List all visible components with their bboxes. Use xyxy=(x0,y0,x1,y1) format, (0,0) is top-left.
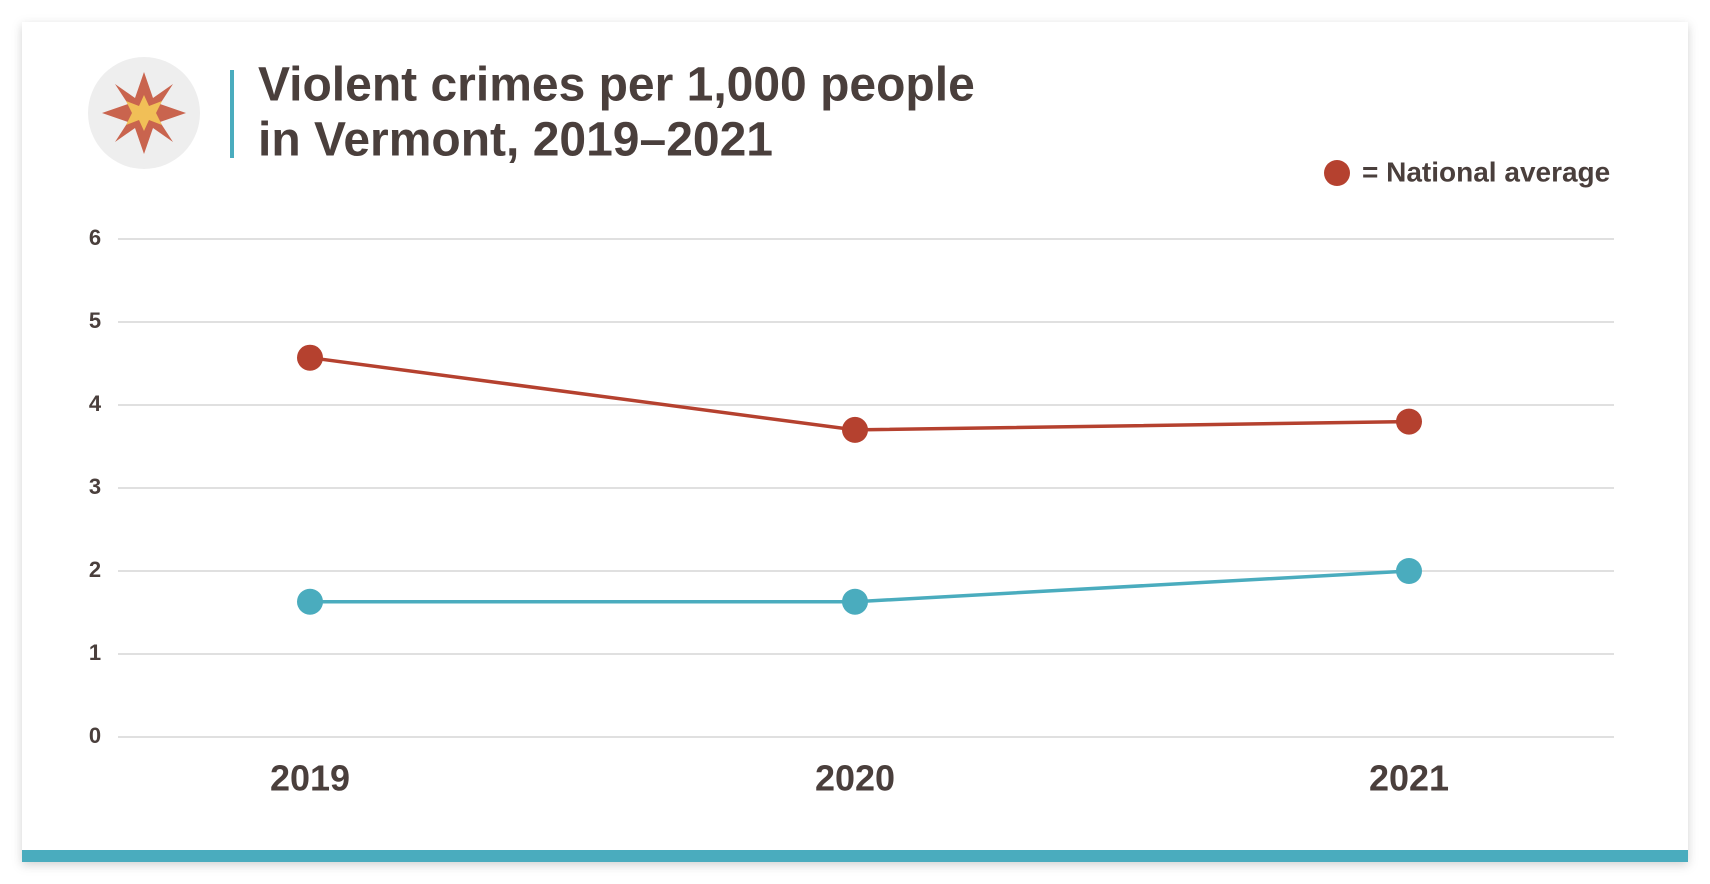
y-tick-label: 0 xyxy=(89,723,101,748)
legend-marker xyxy=(1324,160,1350,186)
data-point xyxy=(297,588,323,615)
x-tick-label: 2021 xyxy=(1369,758,1449,799)
y-tick-label: 3 xyxy=(89,474,101,499)
data-point xyxy=(842,416,868,443)
card-bottom-bar xyxy=(22,850,1688,862)
data-point xyxy=(842,588,868,615)
x-tick-label: 2020 xyxy=(815,758,895,799)
icon xyxy=(88,57,200,169)
x-tick-label: 2019 xyxy=(270,758,350,799)
chart-title: in Vermont, 2019–2021 xyxy=(258,114,773,167)
data-point xyxy=(297,344,323,371)
title-accent xyxy=(230,70,234,158)
y-tick-label: 6 xyxy=(89,225,101,250)
y-tick-label: 5 xyxy=(89,308,101,333)
y-tick-label: 1 xyxy=(89,640,101,665)
data-point xyxy=(1396,558,1422,584)
chart-title: Violent crimes per 1,000 people xyxy=(258,59,975,112)
data-point xyxy=(1396,408,1422,435)
legend-label: = National average xyxy=(1362,156,1610,187)
y-tick-label: 2 xyxy=(89,557,101,582)
y-tick-label: 4 xyxy=(89,391,102,416)
